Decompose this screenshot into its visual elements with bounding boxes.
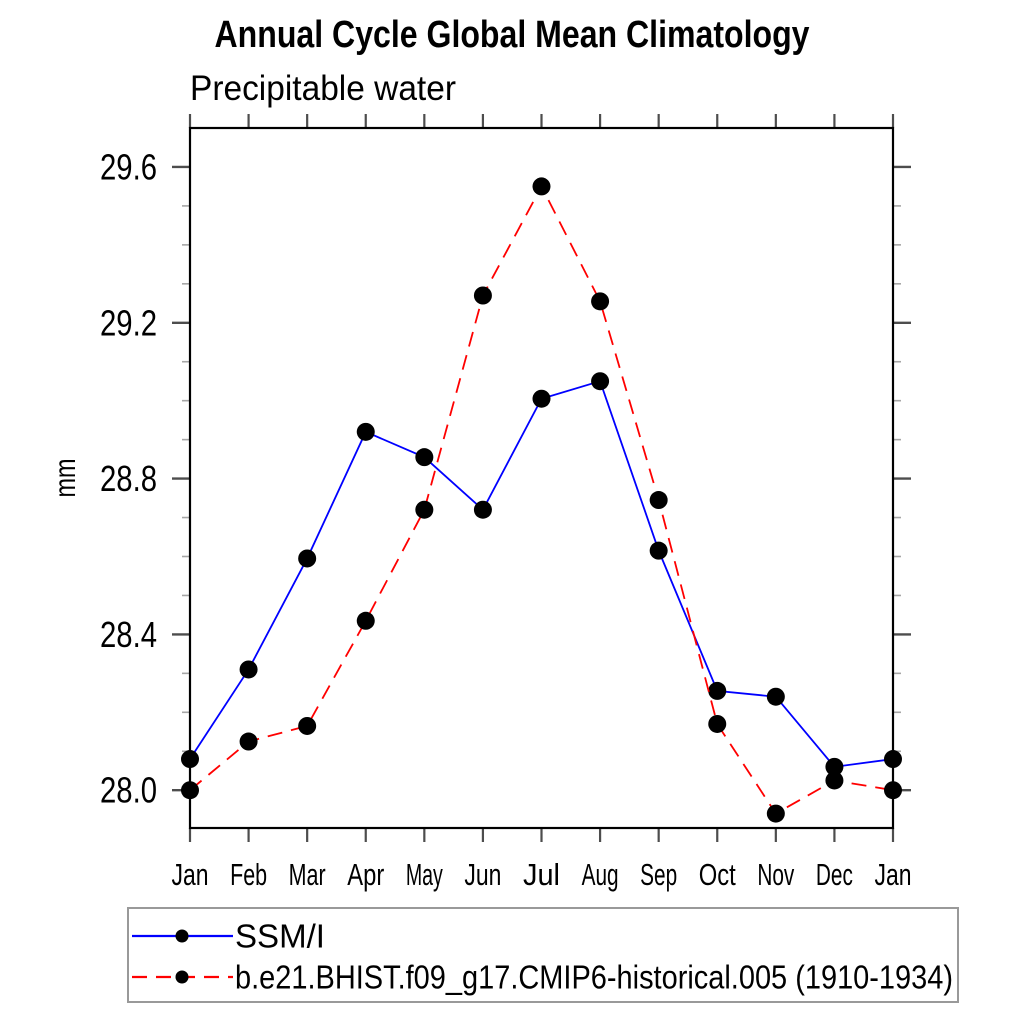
y-axis-label: mm bbox=[49, 459, 82, 498]
data-point-marker bbox=[591, 292, 610, 311]
data-point-marker bbox=[298, 716, 317, 735]
x-tick-label: Dec bbox=[816, 857, 853, 892]
data-point-marker bbox=[825, 771, 844, 790]
axis-frame bbox=[188, 126, 895, 830]
data-point-marker bbox=[415, 500, 434, 519]
y-tick-label: 28.8 bbox=[100, 458, 157, 499]
data-point-marker bbox=[825, 757, 844, 776]
legend-marker-model bbox=[175, 970, 189, 984]
x-tick-label: Jan bbox=[172, 857, 209, 892]
y-tick-label: 28.0 bbox=[100, 770, 157, 811]
legend-marker-ssmi bbox=[175, 929, 189, 943]
data-point-marker bbox=[473, 286, 492, 305]
data-point-marker bbox=[356, 611, 375, 630]
data-point-marker bbox=[766, 804, 785, 823]
x-tick-label: Mar bbox=[289, 857, 326, 892]
data-point-marker bbox=[766, 687, 785, 706]
plot-area: 28.0 28.4 28.8 29.2 29.6 Jan Feb Mar Apr May Jun Ju… bbox=[100, 114, 912, 892]
chart-subtitle: Precipitable water bbox=[190, 69, 456, 108]
data-point-marker bbox=[884, 781, 902, 800]
legend-box bbox=[127, 907, 959, 1003]
legend-label-ssmi: SSM/I bbox=[235, 918, 325, 955]
data-point-marker bbox=[239, 660, 258, 679]
x-tick-label: Oct bbox=[699, 857, 736, 892]
x-tick-label: Feb bbox=[230, 857, 267, 892]
data-point-marker bbox=[532, 389, 551, 408]
x-tick-label: Nov bbox=[757, 857, 794, 892]
x-tick-label: Jul bbox=[523, 857, 560, 892]
x-tick-label: Sep bbox=[640, 857, 677, 892]
x-tick-label: May bbox=[406, 857, 443, 892]
data-point-marker bbox=[181, 750, 199, 769]
data-point-marker bbox=[884, 750, 902, 769]
series-line bbox=[189, 184, 894, 815]
data-point-marker bbox=[356, 422, 375, 441]
data-point-marker bbox=[181, 781, 199, 800]
series-line bbox=[189, 380, 894, 768]
data-point-marker bbox=[649, 491, 668, 510]
data-point-marker bbox=[532, 177, 551, 196]
x-tick-label: Jun bbox=[464, 857, 501, 892]
legend-label-model: b.e21.BHIST.f09_g17.CMIP6-historical.005… bbox=[235, 959, 953, 996]
data-point-marker bbox=[591, 372, 610, 391]
data-point-marker bbox=[708, 714, 727, 733]
x-tick-label: Aug bbox=[582, 857, 619, 892]
data-point-marker bbox=[298, 549, 317, 568]
y-tick-label: 29.6 bbox=[100, 146, 157, 187]
data-point-marker bbox=[473, 500, 492, 519]
data-point-marker bbox=[239, 732, 258, 751]
y-tick-label: 28.4 bbox=[100, 614, 157, 655]
x-tick-label: Jan bbox=[875, 857, 912, 892]
data-point-marker bbox=[415, 448, 434, 467]
legend: SSM/I b.e21.BHIST.f09_g17.CMIP6-historic… bbox=[127, 907, 959, 1003]
data-point-marker bbox=[649, 541, 668, 560]
chart-title: Annual Cycle Global Mean Climatology bbox=[215, 14, 810, 56]
x-tick-label: Apr bbox=[347, 857, 384, 892]
data-point-marker bbox=[708, 681, 727, 700]
y-tick-label: 29.2 bbox=[100, 302, 157, 343]
